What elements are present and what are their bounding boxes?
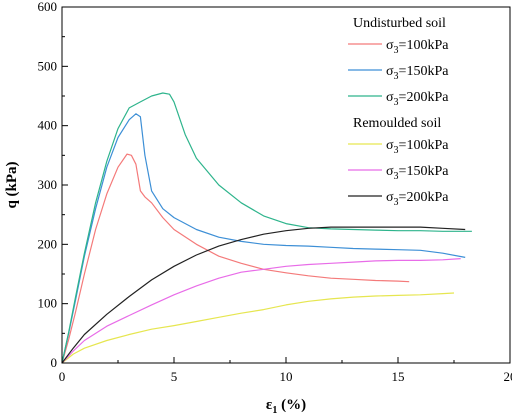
- y-axis-title: q (kPa): [4, 161, 20, 208]
- series-line-5: [61, 226, 466, 364]
- series-line-2: [61, 92, 472, 364]
- legend-label: σ3=100kPa: [386, 138, 449, 156]
- series-line-1: [61, 113, 466, 364]
- x-axis-title-main: ε: [266, 397, 273, 413]
- x-tick-label: 5: [171, 369, 178, 384]
- x-tick-label: 10: [280, 369, 293, 384]
- x-axis-title-rest: (%): [277, 397, 306, 413]
- legend-label: σ3=200kPa: [386, 190, 449, 208]
- y-tick-label: 600: [38, 0, 58, 14]
- x-tick-label: 15: [392, 369, 405, 384]
- x-tick-label: 0: [59, 369, 66, 384]
- y-tick-label: 100: [38, 296, 58, 311]
- series-line-0: [61, 153, 410, 364]
- y-tick-label: 500: [38, 58, 58, 73]
- series-line-3: [61, 292, 455, 364]
- plot-frame: [61, 6, 511, 364]
- legend-label: σ3=150kPa: [386, 164, 449, 182]
- legend-label: σ3=100kPa: [386, 38, 449, 56]
- y-tick-label: 300: [38, 177, 58, 192]
- y-tick-label: 200: [38, 236, 58, 251]
- x-tick-label: 20: [504, 369, 512, 384]
- legend-group-title: Remoulded soil: [353, 116, 441, 131]
- y-tick-label: 0: [51, 355, 58, 370]
- legend-label: σ3=150kPa: [386, 64, 449, 82]
- x-axis-title-sub: 1: [272, 405, 277, 416]
- legend-group-title: Undisturbed soil: [353, 16, 446, 31]
- legend-label: σ3=200kPa: [386, 90, 449, 108]
- x-axis-title: ε1 (%): [266, 397, 306, 416]
- series-line-4: [61, 258, 461, 364]
- y-tick-label: 400: [38, 118, 58, 133]
